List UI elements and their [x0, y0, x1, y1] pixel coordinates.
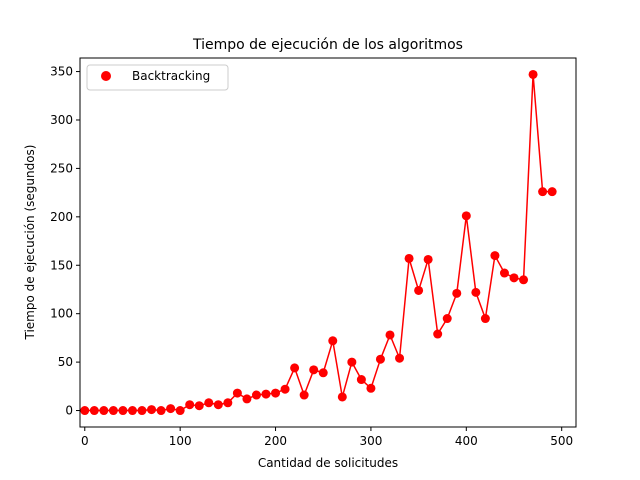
x-tick-label: 300: [359, 434, 382, 448]
y-axis-label: Tiempo de ejecución (segundos): [23, 145, 37, 341]
data-point: [452, 288, 462, 298]
data-point: [433, 329, 443, 339]
data-point: [80, 406, 90, 416]
x-tick-label: 200: [264, 434, 287, 448]
y-tick-label: 150: [50, 258, 73, 272]
data-point: [309, 365, 319, 375]
data-point: [318, 368, 328, 378]
data-point: [528, 69, 538, 79]
data-point: [166, 404, 176, 414]
data-point: [290, 363, 300, 373]
plot-series: [80, 69, 557, 416]
x-axis-ticks: 0 100 200 300 400 500: [81, 427, 573, 448]
y-tick-label: 350: [50, 65, 73, 79]
legend-box: [86, 64, 229, 91]
data-point: [194, 401, 204, 411]
data-point: [261, 389, 271, 399]
data-point: [118, 406, 128, 416]
data-point: [490, 251, 500, 261]
data-point: [547, 187, 557, 197]
data-point: [461, 211, 471, 221]
data-point: [538, 187, 548, 197]
data-point: [356, 375, 366, 385]
data-point: [519, 275, 529, 285]
data-point: [385, 330, 395, 340]
data-point: [175, 406, 185, 416]
y-tick-label: 100: [50, 307, 73, 321]
data-point: [509, 273, 519, 283]
data-point: [204, 398, 214, 408]
y-tick-label: 50: [58, 355, 73, 369]
data-point: [213, 400, 223, 410]
x-tick-label: 0: [81, 434, 89, 448]
data-point: [280, 384, 290, 394]
legend-marker: [101, 71, 111, 81]
data-point: [347, 357, 357, 367]
data-point: [442, 314, 452, 324]
y-tick-label: 200: [50, 210, 73, 224]
data-point: [232, 388, 242, 398]
x-tick-label: 400: [455, 434, 478, 448]
data-point: [127, 406, 137, 416]
data-point: [328, 336, 338, 346]
y-tick-label: 300: [50, 113, 73, 127]
plot-frame: [79, 57, 577, 428]
data-point: [423, 254, 433, 264]
data-point: [185, 400, 195, 410]
data-point: [414, 285, 424, 295]
y-tick-label: 250: [50, 161, 73, 175]
x-tick-label: 100: [169, 434, 192, 448]
data-point: [251, 390, 261, 400]
data-point: [299, 390, 309, 400]
legend: Backtracking: [86, 64, 229, 91]
chart-title: Tiempo de ejecución de los algoritmos: [192, 37, 463, 53]
data-point: [147, 405, 157, 415]
data-point: [480, 314, 490, 324]
data-point: [271, 388, 281, 398]
data-point: [366, 383, 376, 393]
data-point: [242, 394, 252, 404]
data-point: [375, 354, 385, 364]
data-point: [223, 398, 233, 408]
data-point: [137, 406, 147, 416]
x-axis-label: Cantidad de solicitudes: [258, 456, 398, 470]
data-point: [395, 353, 405, 363]
y-axis-ticks: 0 50 100 150 200 250 300 350: [50, 65, 80, 418]
data-point: [89, 406, 99, 416]
y-tick-label: 0: [65, 404, 73, 418]
data-point: [337, 392, 347, 402]
data-point: [99, 406, 109, 416]
data-point: [404, 253, 414, 263]
data-point: [499, 268, 509, 278]
data-point: [108, 406, 118, 416]
x-tick-label: 500: [550, 434, 573, 448]
legend-label: Backtracking: [132, 69, 210, 83]
data-point: [471, 287, 481, 297]
data-point: [156, 406, 166, 416]
